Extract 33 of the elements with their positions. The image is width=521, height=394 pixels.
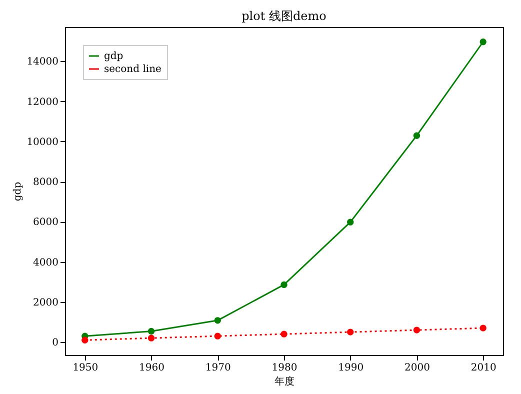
legend-label: gdp — [104, 51, 124, 62]
x-tick-label: 1990 — [338, 362, 364, 374]
point — [214, 332, 221, 340]
x-tick-label: 1960 — [139, 362, 164, 374]
x-tick-label: 1980 — [272, 362, 298, 374]
x-tick-label: 2010 — [470, 362, 496, 374]
point — [413, 132, 420, 139]
y-tick-label: 4000 — [33, 257, 58, 268]
x-axis-title: 年度 — [274, 376, 294, 388]
point — [214, 317, 221, 324]
point — [480, 38, 486, 46]
legend-label: second line — [104, 64, 162, 75]
x-tick-label: 1950 — [72, 362, 98, 374]
y-tick-label: 6000 — [33, 217, 58, 228]
x-tick-label: 1970 — [205, 362, 231, 374]
chart-title: plot 线图demo — [242, 9, 326, 23]
point — [413, 326, 420, 334]
point — [280, 281, 288, 288]
y-tick-label: 0 — [52, 338, 58, 349]
point — [148, 328, 155, 335]
x-tick-label: 2000 — [404, 362, 430, 374]
point — [82, 336, 88, 344]
point — [148, 334, 155, 342]
y-tick-label: 12000 — [26, 96, 58, 108]
y-tick-label: 14000 — [26, 56, 58, 68]
y-axis-title: gdp — [12, 182, 24, 202]
point — [480, 324, 486, 332]
y-tick-label: 2000 — [33, 297, 58, 308]
point — [347, 328, 354, 336]
point — [280, 330, 288, 338]
y-tick-label: 10000 — [26, 136, 58, 148]
point — [347, 218, 354, 226]
y-tick-label: 8000 — [33, 177, 58, 188]
